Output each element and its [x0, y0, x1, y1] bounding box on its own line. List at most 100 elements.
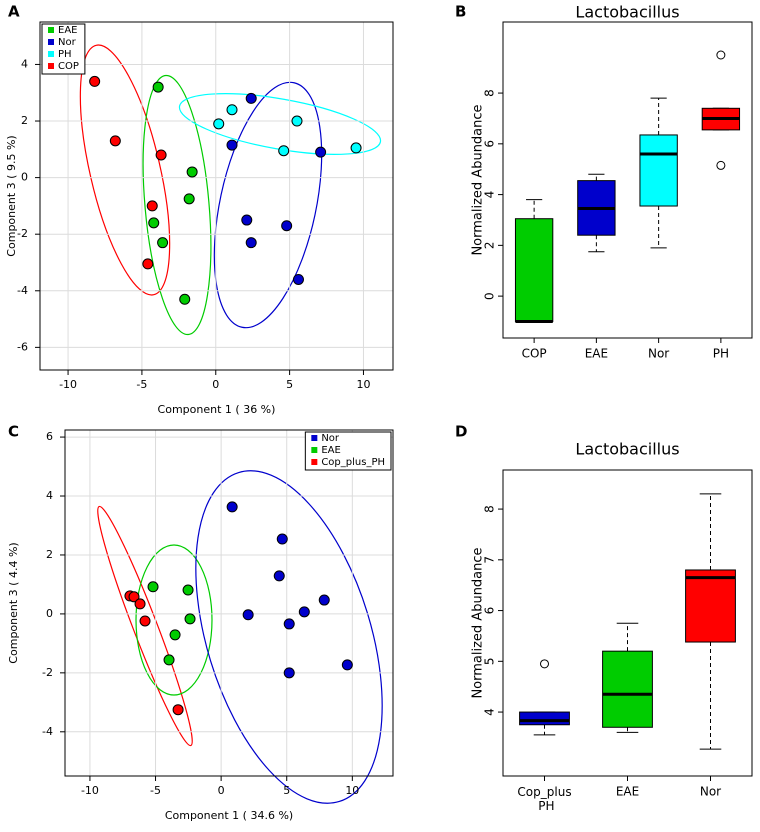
ellipse [178, 93, 382, 155]
y-tick-label: 2 [21, 114, 28, 127]
point [147, 581, 159, 593]
point [283, 618, 295, 630]
point [350, 142, 362, 154]
legend-box [304, 431, 392, 471]
point [276, 533, 288, 545]
x-tick-label: 5 [286, 378, 293, 391]
point [226, 104, 238, 116]
legend-swatch [48, 63, 54, 69]
ellipses-c [97, 470, 383, 804]
box [519, 711, 570, 726]
box [639, 134, 678, 207]
point [245, 92, 257, 104]
panel-label: D [455, 423, 467, 441]
x-tick-label: -10 [81, 784, 99, 797]
y-tick-label: 0 [21, 171, 28, 184]
point [318, 594, 330, 606]
point [184, 613, 196, 625]
point [213, 118, 225, 130]
y-tick-label: 4 [21, 57, 28, 70]
x-axis-label: Component 1 ( 36 %) [158, 403, 276, 416]
point [148, 217, 160, 229]
panel-label: C [8, 423, 19, 441]
x-tick-label: -5 [136, 378, 147, 391]
y-tick-label: 0 [483, 292, 497, 300]
y-tick-label: -2 [42, 666, 53, 679]
y-axis-label: Normalized Abundance [471, 547, 486, 698]
y-tick-label: -2 [17, 227, 28, 240]
y-tick-label: 0 [46, 607, 53, 620]
point [278, 145, 290, 157]
point [281, 220, 293, 232]
point [146, 200, 158, 212]
point [298, 606, 310, 618]
ellipse [142, 74, 212, 336]
point [241, 214, 253, 226]
legend-label: PH [58, 49, 72, 60]
box [685, 569, 736, 643]
legend-swatch [311, 435, 318, 441]
legend-label: COP [58, 61, 79, 72]
ellipse [213, 81, 323, 329]
point [142, 258, 154, 270]
point [315, 146, 327, 158]
point [109, 135, 121, 147]
outlier [540, 659, 549, 669]
ellipse [135, 544, 213, 696]
point [89, 75, 101, 87]
legend-label: EAE [321, 445, 340, 456]
x-axis-label: Component 1 ( 34.6 %) [165, 809, 293, 822]
point [291, 115, 303, 127]
y-axis-label: Normalized Abundance [471, 104, 486, 255]
ellipse [79, 44, 171, 296]
chart-title: Lactobacillus [575, 440, 679, 459]
point [273, 570, 285, 582]
legend-swatch [311, 459, 318, 465]
x-tick-label: -5 [150, 784, 161, 797]
legend-label: EAE [58, 25, 77, 36]
point [155, 149, 167, 161]
legend-label: Cop_plus_PH [321, 457, 385, 468]
y-axis-label: Component 3 ( 4.4 %) [7, 542, 20, 663]
outlier [716, 160, 726, 170]
x-tick-label: 0 [212, 378, 219, 391]
y-tick-label: 4 [483, 191, 497, 199]
y-tick-label: 4 [46, 489, 53, 502]
ellipses-a [79, 44, 382, 336]
point [226, 501, 238, 513]
x-tick-label: 5 [283, 784, 290, 797]
chart-title: Lactobacillus [575, 3, 679, 22]
y-axis-label: Component 3 ( 9.5 %) [5, 135, 18, 256]
y-tick-label: -4 [42, 725, 53, 738]
y-tick-label: 8 [483, 505, 497, 513]
y-tick-label: 2 [46, 548, 53, 561]
point [186, 166, 198, 178]
x-tick-label: Cop_plus PH [517, 785, 571, 813]
point [179, 293, 191, 305]
y-tick-label: -6 [17, 340, 28, 353]
point [152, 81, 164, 93]
legend-swatch [48, 51, 54, 57]
x-tick-label: -10 [59, 378, 77, 391]
point [182, 584, 194, 596]
panel-label: B [455, 3, 466, 21]
legend-swatch [311, 447, 318, 453]
ellipse [195, 470, 383, 804]
y-tick-label: 6 [483, 140, 497, 148]
plot-frame [39, 21, 394, 371]
x-tick-label: 10 [345, 784, 359, 797]
y-tick-label: 4 [483, 708, 497, 716]
ellipse [97, 505, 193, 747]
point [157, 237, 169, 249]
point [226, 139, 238, 151]
point [245, 237, 257, 249]
point [163, 654, 175, 666]
y-tick-label: 6 [483, 607, 497, 615]
point [172, 704, 184, 716]
outlier [716, 50, 726, 60]
y-tick-label: 2 [483, 242, 497, 250]
panel-label: A [8, 3, 20, 21]
